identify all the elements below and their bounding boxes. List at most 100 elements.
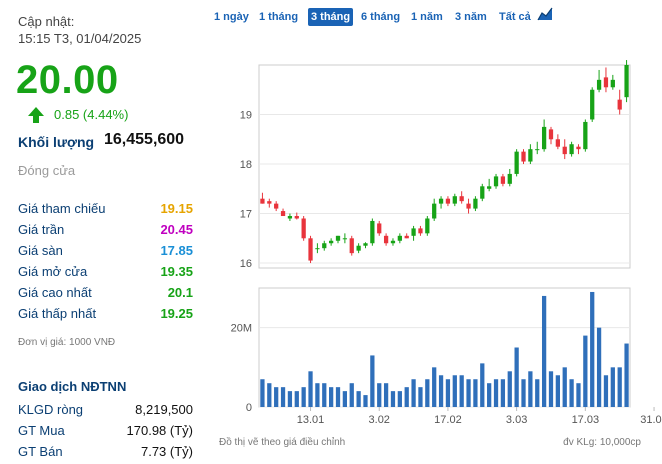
candle-body	[590, 89, 595, 120]
tab-1-month[interactable]: 1 tháng	[259, 11, 299, 23]
candle-body	[576, 146, 581, 150]
candle-body	[596, 79, 602, 90]
candle-body	[610, 79, 615, 88]
price-unit-note: Đơn vị giá: 1000 VNĐ	[18, 337, 116, 348]
foreign-label: GT Bán	[18, 444, 63, 459]
tab-1-year[interactable]: 1 năm	[411, 11, 443, 23]
info-row-high: Giá cao nhất 20.1	[18, 285, 193, 305]
candle-body	[493, 176, 499, 187]
candle-body	[583, 121, 588, 150]
date-tick-label: 17.03	[572, 414, 600, 426]
volume-bar	[624, 343, 629, 407]
date-tick-label: 3.02	[369, 414, 390, 426]
volume-bar	[562, 367, 567, 407]
candle-body	[432, 203, 437, 219]
info-row-reference: Giá tham chiếu 19.15	[18, 201, 193, 221]
info-value: 20.45	[160, 222, 193, 237]
up-arrow-icon	[28, 107, 44, 123]
info-row-low: Giá thấp nhất 19.25	[18, 306, 193, 326]
tab-3-years[interactable]: 3 năm	[455, 11, 487, 23]
info-value: 19.15	[160, 201, 193, 216]
foreign-value: 170.98 (Tỷ)	[126, 423, 193, 438]
candle-body	[514, 151, 519, 174]
candle-body	[335, 235, 341, 241]
volume-bar	[397, 391, 402, 407]
info-label: Giá mở cửa	[18, 264, 88, 279]
tab-all[interactable]: Tất cả	[499, 11, 531, 23]
volume-bar	[466, 379, 471, 407]
volume-bar	[438, 375, 444, 407]
volume-bar	[342, 391, 348, 407]
chart-icon[interactable]	[537, 6, 553, 22]
candle-body	[562, 146, 567, 155]
volume-bar	[308, 371, 313, 407]
chart-note: Đồ thị vẽ theo giá điều chỉnh	[219, 437, 346, 448]
date-tick-label: 17.02	[434, 414, 462, 426]
candle-body	[418, 228, 423, 234]
info-label: Giá cao nhất	[18, 285, 92, 300]
volume-bar	[535, 379, 540, 407]
candle-body	[624, 65, 629, 98]
candle-body	[555, 139, 560, 147]
info-label: Giá thấp nhất	[18, 306, 97, 321]
candle-body	[322, 243, 327, 249]
foreign-row-sell: GT Bán 7.73 (Tỷ)	[18, 444, 193, 464]
volume-bar	[487, 383, 492, 407]
volume-bar	[432, 367, 437, 407]
volume-bar	[287, 391, 293, 407]
volume-bar	[541, 295, 547, 407]
info-label: Giá tham chiếu	[18, 201, 106, 216]
volume-bar	[610, 367, 615, 407]
candle-body	[390, 240, 396, 244]
candle-body	[404, 235, 409, 239]
volume-bar	[294, 391, 299, 407]
candle-body	[541, 126, 547, 150]
info-label: Giá trần	[18, 222, 65, 237]
volume-bar	[507, 371, 512, 407]
volume-bar	[418, 387, 423, 407]
candle-body	[528, 149, 533, 162]
volume-bar	[267, 383, 272, 407]
volume-bar	[315, 383, 320, 407]
volume-bar	[555, 375, 560, 407]
info-value: 19.25	[160, 306, 193, 321]
volume-bar	[590, 291, 595, 407]
volume-bar	[617, 367, 622, 407]
volume-series	[260, 291, 629, 407]
volume-bar	[514, 347, 519, 407]
price-change: 0.85 (4.44%)	[54, 107, 129, 122]
tab-6-months[interactable]: 6 tháng	[361, 11, 401, 23]
tab-1-day[interactable]: 1 ngày	[214, 11, 249, 23]
candle-body	[480, 186, 485, 199]
volume-tick-label: 20M	[231, 323, 252, 335]
tab-3-months[interactable]: 3 tháng	[308, 8, 354, 26]
candle-body	[274, 203, 279, 209]
info-label: Giá sàn	[18, 243, 63, 258]
candle-body	[363, 243, 368, 246]
candle-body	[383, 235, 389, 244]
volume-tick-label: 0	[246, 402, 252, 414]
candle-body	[425, 218, 430, 234]
candle-body	[548, 129, 554, 140]
current-price: 20.00	[16, 58, 119, 102]
candle-body	[370, 220, 375, 244]
foreign-row-buy: GT Mua 170.98 (Tỷ)	[18, 423, 193, 443]
volume-bar	[260, 379, 265, 407]
volume-bar	[370, 355, 375, 407]
volume-unit-note: đv KLg: 10,000cp	[563, 437, 641, 448]
volume-value: 16,455,600	[104, 131, 185, 148]
foreign-value: 8,219,500	[135, 402, 193, 417]
candle-body	[617, 99, 622, 110]
candle-body	[473, 198, 478, 209]
volume-bar	[377, 383, 382, 407]
updated-time: 15:15 T3, 01/04/2025	[18, 31, 142, 46]
info-value: 19.35	[160, 264, 193, 279]
candle-body	[445, 198, 451, 204]
volume-bar	[445, 379, 451, 407]
candle-body	[411, 228, 416, 236]
volume-bar	[335, 387, 341, 407]
candle-body	[521, 151, 526, 162]
candle-body	[267, 201, 272, 204]
candle-body	[438, 198, 444, 204]
candle-series	[260, 60, 629, 264]
